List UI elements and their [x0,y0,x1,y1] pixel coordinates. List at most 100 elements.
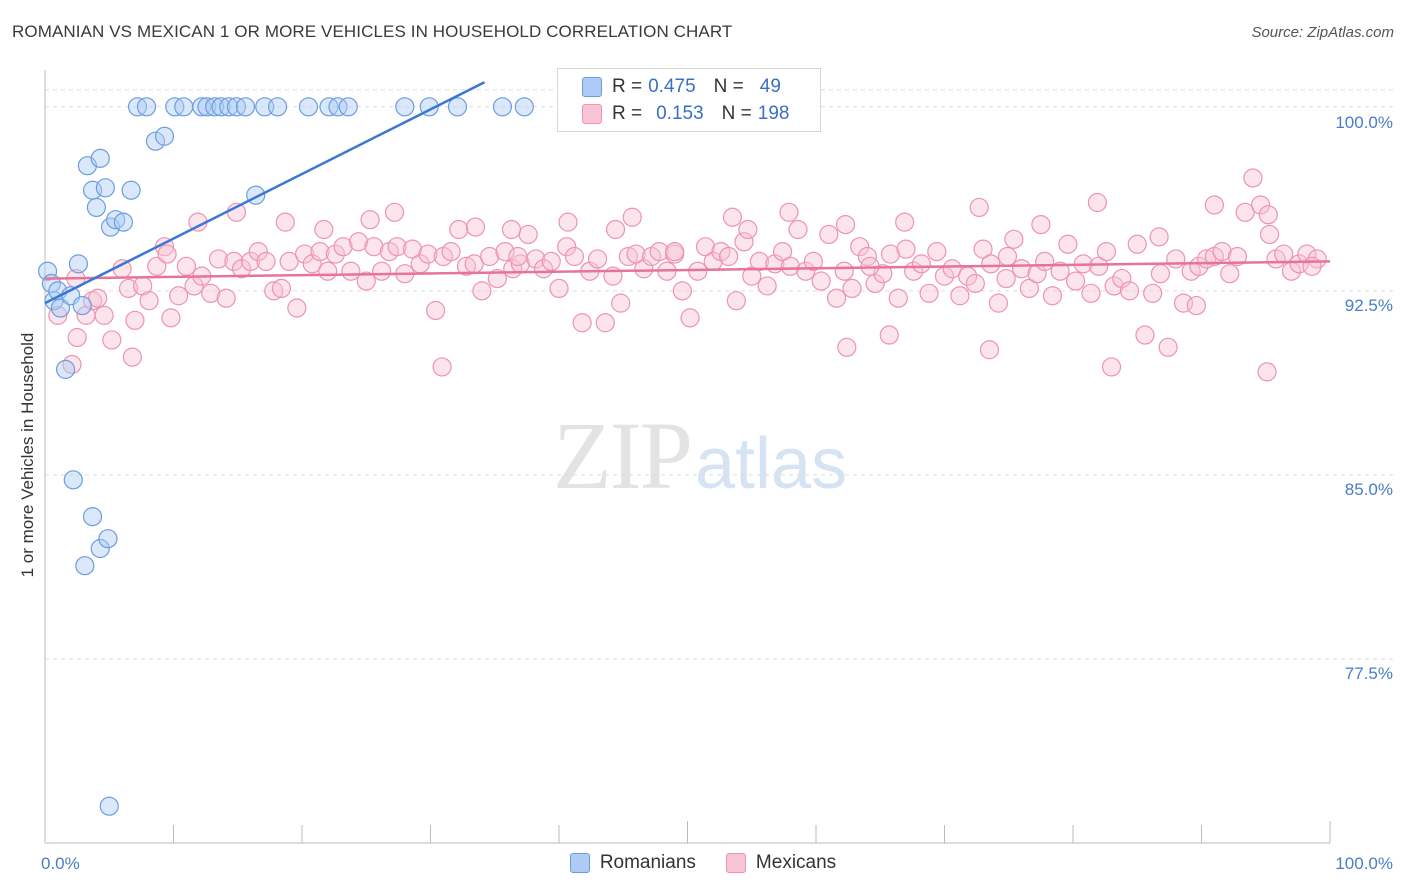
x-tick-label: 0.0% [41,854,80,873]
mexican-point [1189,256,1209,276]
mexican-point [996,268,1016,289]
romanian-point [113,212,133,232]
mexican-point [169,286,189,306]
mexican-point [1186,295,1206,316]
mexican-point [139,291,159,311]
mexican-point [1119,281,1140,301]
romanian-point [154,126,175,146]
mexican-point [826,288,847,308]
mexican-point [125,310,145,330]
mexican-point [310,241,330,262]
mexicans-trend-line [44,260,1331,280]
mexican-point [988,293,1009,313]
mexican-point [622,207,642,227]
mexican-point [772,241,793,262]
romanian-point [514,97,534,117]
mexican-point [1065,271,1086,291]
mexican-point [719,246,739,267]
mexican-point [62,354,82,375]
mexican-point [264,281,284,301]
mexican-point [387,237,407,257]
mexican-point [1042,286,1063,306]
romanian-point [86,197,107,218]
mexican-point [501,219,522,240]
legend-n-label: N = [713,76,744,97]
romanian-point [136,97,157,117]
mexican-point [279,251,299,272]
mexican-point [418,244,438,264]
mexican-point [788,219,808,240]
mexican-point [672,281,692,301]
mexican-point [595,313,615,333]
mexican-point [1081,283,1101,303]
mexican-point [102,330,122,350]
mexican-point [969,197,989,218]
mexican-point [302,254,322,274]
mexican-point [757,276,777,296]
mexican-point [271,278,292,299]
romanian-point [90,538,110,559]
mexicans-swatch [725,853,746,873]
romanian-point [55,359,76,379]
romanian-point [395,97,415,117]
romanian-point [197,97,217,117]
mexican-point [557,237,577,257]
romanian-point [174,97,194,117]
mexican-point [1243,168,1263,188]
legend-r-value: 0.475 [648,76,696,97]
mexican-point [919,283,939,303]
mexican-point [997,246,1018,267]
romanian-point [99,796,119,816]
romanian-point [145,131,166,151]
mexican-point [48,305,68,325]
chart-title: ROMANIAN VS MEXICAN 1 OR MORE VEHICLES I… [12,22,733,41]
mexican-point [314,219,334,240]
romanian-point [492,97,513,117]
mexican-point [649,241,669,262]
mexican-point [533,259,554,279]
x-tick-label: 100.0% [1335,854,1393,873]
romanians-trend-line [44,81,486,305]
mexican-point [803,251,824,272]
mexican-point [605,219,626,240]
mexican-point [364,237,384,257]
mexican-point [742,266,762,286]
romanian-point [75,556,95,576]
mexican-point [942,259,962,279]
mexican-point [224,251,244,272]
romanian-point [72,295,92,316]
mexican-point [1035,251,1055,272]
romanian-point [37,261,58,281]
mexican-point [1204,195,1224,215]
mexican-point [835,215,856,235]
mexican-point [480,246,500,267]
mexican-point [541,251,561,272]
legend-item-romanians[interactable]: Romanians [569,852,696,874]
mexican-point [749,251,770,272]
legend-box: R = 0.475 N = 49 R = 0.153 N = 198 [557,68,821,132]
mexican-point [695,237,716,257]
mexican-point [811,271,831,291]
mexican-point [487,268,507,289]
mexican-point [688,261,708,281]
mexican-point [779,202,799,222]
romanians-swatch [569,853,590,873]
legend-n-value: 49 [759,76,781,97]
mexican-point [432,357,452,377]
mexican-point [426,300,446,321]
mexican-point [865,273,885,294]
mexican-point [1096,241,1117,262]
romanian-point [121,180,141,200]
mexican-point [325,244,346,264]
mexican-point [1004,229,1024,249]
legend-item-mexicans[interactable]: Mexicans [725,852,836,874]
romanian-point [338,97,358,117]
romanian-point [298,97,319,117]
source-label: Source: ZipAtlas.com [1251,24,1394,41]
romanian-point [106,210,126,230]
romanian-point [98,529,118,549]
mexican-point [176,256,196,276]
romanian-point [63,470,83,490]
romanian-point [219,97,239,117]
